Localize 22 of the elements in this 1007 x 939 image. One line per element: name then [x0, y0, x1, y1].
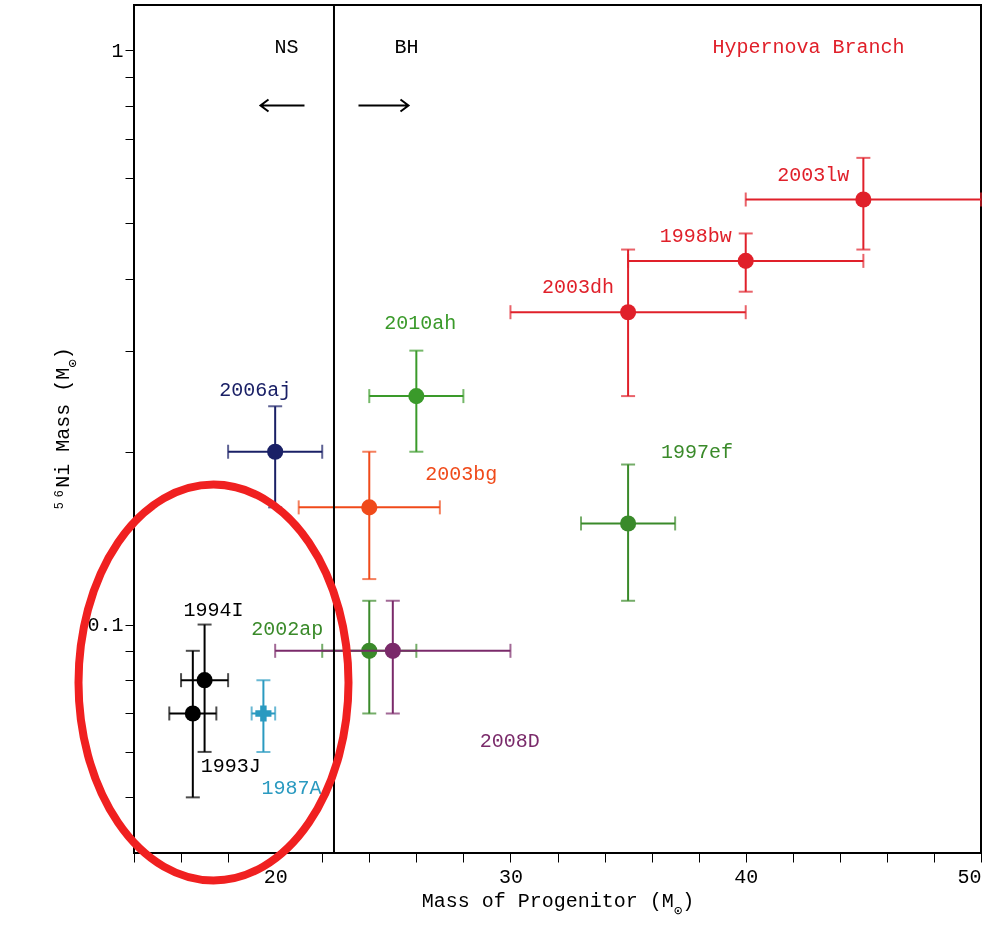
x-tick-label: 50 — [957, 865, 982, 889]
x-axis-title: Mass of Progenitor (M$_{⊙}$) — [421, 889, 695, 919]
y-tick-label: 0.1 — [87, 614, 124, 638]
annotation: BH — [394, 35, 419, 59]
text: 1997ef — [661, 441, 734, 465]
series-label: 2003lw — [777, 163, 850, 187]
text: 2003bg — [425, 463, 498, 487]
text: 2008D — [479, 729, 540, 753]
annotation: Hypernova Branch — [712, 35, 905, 59]
text: 1994I — [183, 599, 244, 623]
text: 1987A — [261, 777, 322, 801]
series-label: 2003dh — [542, 276, 615, 300]
y-tick-label: 1 — [111, 39, 124, 63]
series-label: 1998bw — [659, 224, 732, 248]
x-tick-label: 20 — [263, 865, 288, 889]
annotation: NS — [274, 35, 299, 59]
x-tick-label: 30 — [498, 865, 523, 889]
text: 2006aj — [219, 378, 292, 402]
series-label: 1993J — [200, 755, 261, 779]
text: 2010ah — [384, 312, 457, 336]
series-label: 2002ap — [251, 617, 324, 641]
x-tick-label: 40 — [734, 865, 759, 889]
